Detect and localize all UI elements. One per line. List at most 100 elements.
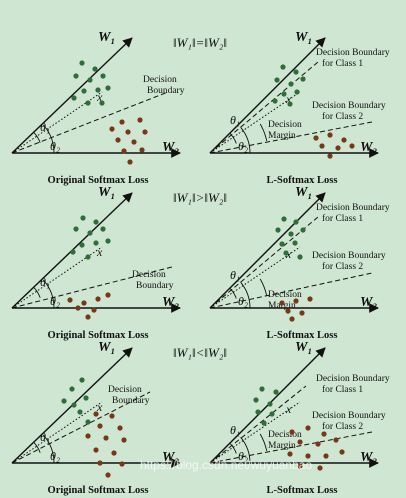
class1-sample-dot bbox=[288, 231, 294, 237]
class2-boundary-line bbox=[209, 121, 373, 154]
class2-sample-dot bbox=[297, 463, 303, 469]
theta2-arc bbox=[240, 126, 251, 154]
class2-sample-dot bbox=[142, 129, 148, 135]
theta1-arc bbox=[33, 131, 41, 143]
class1-sample-dot bbox=[85, 254, 91, 260]
class1-sample-dot bbox=[259, 386, 265, 392]
class1-sample-dot bbox=[93, 219, 99, 225]
class1-sample-dot bbox=[294, 89, 300, 95]
class1-sample-dot bbox=[261, 420, 267, 426]
class1-sample-dot bbox=[83, 395, 89, 401]
class2-sample-dot bbox=[317, 465, 323, 471]
class1-sample-dot bbox=[95, 87, 101, 93]
class1-sample-dot bbox=[81, 88, 87, 94]
theta1-arc bbox=[33, 441, 41, 453]
class2-sample-dot bbox=[335, 145, 341, 151]
class2-sample-dot bbox=[121, 148, 127, 154]
x-sample-label: x bbox=[96, 90, 103, 104]
theta2-label: θ₂ bbox=[238, 294, 248, 308]
class1-sample-dot bbox=[85, 100, 91, 106]
w1-label: W₁ bbox=[295, 185, 312, 200]
class2-sample-dot bbox=[85, 433, 91, 439]
class1-sample-dot bbox=[255, 409, 261, 415]
class2-sample-dot bbox=[321, 431, 327, 437]
x-sample-line bbox=[11, 246, 103, 309]
norm-condition-label: ‖W₁‖<‖W₂‖ bbox=[173, 345, 227, 360]
class1-sample-dot bbox=[274, 77, 280, 83]
class2-sample-dot bbox=[279, 300, 285, 306]
decision-margin-label: Decision bbox=[268, 120, 302, 130]
class1-sample-dot bbox=[85, 419, 91, 425]
theta1-arc bbox=[229, 443, 237, 454]
panel-caption: Original Softmax Loss bbox=[48, 330, 149, 341]
w1-label: W₁ bbox=[98, 340, 115, 355]
watermark-text: https://blog.csdn.net/wuyuanbao bbox=[140, 458, 313, 472]
class2-sample-dot bbox=[137, 117, 143, 123]
class2-sample-dot bbox=[119, 461, 125, 467]
class1-sample-dot bbox=[70, 249, 76, 255]
class2-sample-dot bbox=[109, 413, 115, 419]
w1-label: W₁ bbox=[98, 30, 115, 45]
x-sample-label: x bbox=[285, 402, 292, 416]
theta2-arc bbox=[42, 279, 55, 309]
w2-label: W₂ bbox=[360, 450, 377, 465]
class2-sample-dot bbox=[109, 126, 115, 132]
class1-sample-dot bbox=[283, 250, 289, 256]
x-sample-line bbox=[11, 401, 103, 464]
x-sample-label: x bbox=[285, 92, 292, 106]
class1-sample-dot bbox=[93, 240, 99, 246]
class2-boundary-label: for Class 2 bbox=[322, 261, 363, 272]
x-sample-line bbox=[209, 91, 301, 154]
panel-caption: L-Softmax Loss bbox=[267, 175, 338, 186]
class2-sample-dot bbox=[131, 139, 137, 145]
panel-caption: Original Softmax Loss bbox=[48, 485, 149, 496]
x-sample-line bbox=[11, 91, 103, 154]
class1-sample-dot bbox=[281, 216, 287, 222]
class1-sample-dot bbox=[297, 254, 303, 260]
panel-caption: L-Softmax Loss bbox=[267, 485, 338, 496]
decision-boundary-line bbox=[11, 91, 169, 154]
class1-boundary-label: for Class 1 bbox=[322, 213, 363, 224]
class1-sample-dot bbox=[79, 377, 85, 383]
class2-sample-dot bbox=[117, 425, 123, 431]
class2-boundary-line bbox=[209, 272, 373, 309]
decision-boundary-line bbox=[11, 391, 151, 464]
decision-boundary-label: Boundary bbox=[112, 396, 150, 406]
w1-label: W₁ bbox=[295, 30, 312, 45]
class2-sample-dot bbox=[313, 135, 319, 141]
decision-boundary-label: Boundary bbox=[136, 281, 174, 291]
class1-boundary-label: Decision Boundary bbox=[316, 203, 390, 213]
class2-sample-dot bbox=[289, 316, 295, 322]
class2-sample-dot bbox=[299, 310, 305, 316]
class1-sample-dot bbox=[87, 77, 93, 83]
theta2-arc bbox=[240, 281, 251, 309]
theta1-arc bbox=[229, 133, 237, 144]
class2-sample-dot bbox=[327, 132, 333, 138]
w1-vector-arrow bbox=[11, 37, 133, 154]
decision-boundary-line bbox=[11, 266, 173, 309]
class1-sample-dot bbox=[280, 64, 286, 70]
class1-sample-dot bbox=[69, 386, 75, 392]
class1-sample-dot bbox=[287, 101, 293, 107]
decision-boundary-label: Boundary bbox=[147, 86, 185, 96]
class1-sample-dot bbox=[80, 215, 86, 221]
class2-sample-dot bbox=[297, 439, 303, 445]
norm-condition-label: ‖W₁‖=‖W₂‖ bbox=[173, 35, 227, 50]
class1-sample-dot bbox=[269, 411, 275, 417]
class2-sample-dot bbox=[111, 450, 117, 456]
class2-sample-dot bbox=[307, 296, 313, 302]
class1-sample-dot bbox=[92, 66, 98, 72]
class1-sample-dot bbox=[273, 389, 279, 395]
w2-label: W₂ bbox=[162, 295, 179, 310]
class2-boundary-label: Decision Boundary bbox=[312, 411, 386, 421]
class2-sample-dot bbox=[341, 137, 347, 143]
class1-sample-dot bbox=[73, 73, 79, 79]
class2-sample-dot bbox=[327, 153, 333, 159]
theta1-label: θ₁ bbox=[40, 120, 50, 134]
class2-sample-dot bbox=[319, 143, 325, 149]
class1-sample-dot bbox=[79, 242, 85, 248]
class2-sample-dot bbox=[285, 308, 291, 314]
